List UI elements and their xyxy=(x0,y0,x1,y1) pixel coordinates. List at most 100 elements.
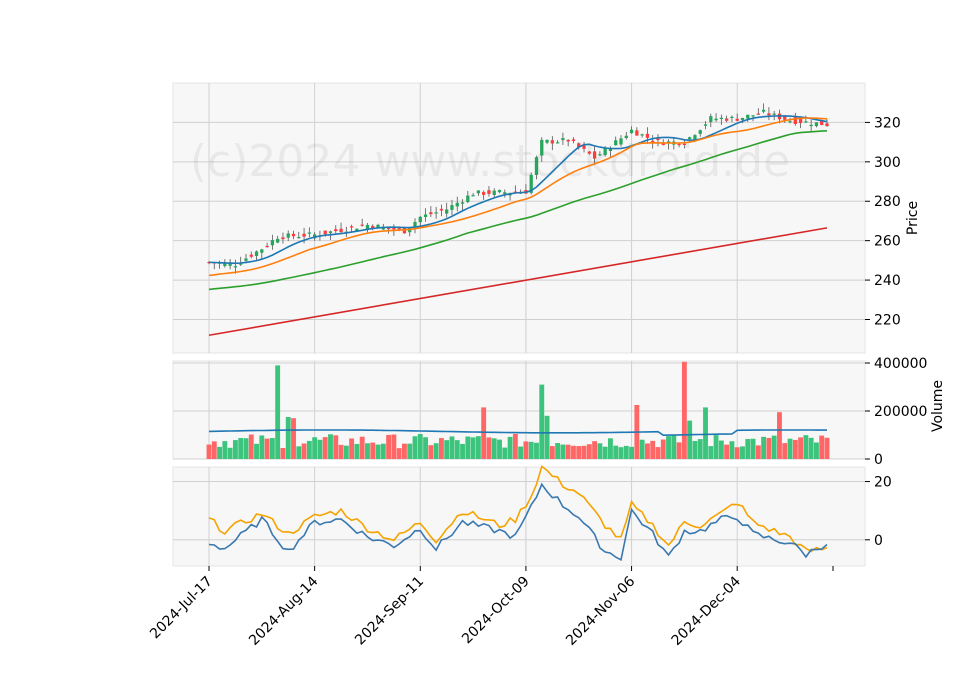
volume-bar-up xyxy=(613,445,619,459)
volume-bar-up xyxy=(417,434,423,459)
price-tick-label: 300 xyxy=(874,155,901,171)
candle-down xyxy=(656,138,660,141)
candle-up xyxy=(746,114,750,119)
volume-bar-up xyxy=(703,407,708,459)
price-series xyxy=(207,103,829,337)
price-panel xyxy=(172,82,866,354)
volume-bar-up xyxy=(454,440,460,459)
candle-down xyxy=(482,192,486,195)
candle-up xyxy=(445,209,449,214)
volume-bar-up xyxy=(317,439,323,459)
volume-bar-down xyxy=(391,434,397,459)
volume-bar-down xyxy=(248,434,254,459)
volume-bar-down xyxy=(386,434,392,459)
candle-up xyxy=(809,124,813,127)
volume-bar-down xyxy=(264,438,270,459)
volume-bar-up xyxy=(623,445,629,459)
volume-bar-up xyxy=(275,365,281,459)
volume-bar-down xyxy=(322,437,328,459)
candle-down xyxy=(386,228,391,230)
candle-down xyxy=(571,139,576,141)
candle-up xyxy=(286,233,290,238)
x-tick-label: 2024-Sep-11 xyxy=(352,574,427,649)
volume-bar-down xyxy=(523,441,529,459)
candle-up xyxy=(540,139,544,156)
candle-down xyxy=(682,143,687,146)
volume-bar-up xyxy=(227,447,233,459)
candle-up xyxy=(376,224,380,229)
candle-up xyxy=(328,231,333,234)
candle-up xyxy=(608,148,613,152)
volume-bar-up xyxy=(671,434,677,459)
volume-bar-up xyxy=(534,442,539,459)
candle-up xyxy=(471,195,475,197)
volume-bar-down xyxy=(777,412,782,459)
volume-bar-up xyxy=(713,435,719,459)
candle-up xyxy=(244,258,248,261)
volume-bar-up xyxy=(232,440,238,459)
x-tick-label: 2024-Aug-14 xyxy=(246,573,321,648)
volume-bar-down xyxy=(571,445,576,459)
volume-bar-down xyxy=(206,444,212,459)
volume-bar-down xyxy=(766,437,772,459)
candle-up xyxy=(719,117,723,119)
volume-bar-up xyxy=(502,447,508,459)
volume-bar-down xyxy=(819,435,825,459)
volume-bar-down xyxy=(486,437,492,459)
volume-bar-up xyxy=(814,442,819,459)
volume-bar-up xyxy=(306,440,312,459)
x-tick-label: 2024-Oct-09 xyxy=(459,574,533,648)
volume-bar-down xyxy=(301,443,307,459)
candle-down xyxy=(756,113,760,115)
volume-bar-down xyxy=(402,443,407,459)
volume-bar-up xyxy=(238,438,244,459)
candle-down xyxy=(487,190,491,194)
volume-bar-up xyxy=(365,443,370,459)
volume-axis-label: Volume xyxy=(930,380,946,432)
volume-bar-up xyxy=(544,415,550,459)
volume-bar-down xyxy=(792,439,798,459)
volume-bar-up xyxy=(708,446,714,459)
candle-down xyxy=(550,140,554,144)
candle-down xyxy=(587,151,591,154)
volume-bar-down xyxy=(676,442,682,459)
candle-up xyxy=(698,130,702,134)
volume-bar-up xyxy=(460,443,465,459)
volume-bar-down xyxy=(581,445,587,459)
volume-bar-up xyxy=(433,443,439,459)
volume-bar-down xyxy=(586,444,592,459)
candle-down xyxy=(334,229,338,232)
candle-up xyxy=(666,141,671,144)
volume-bar-up xyxy=(449,436,455,459)
candle-down xyxy=(566,139,570,142)
candle-down xyxy=(793,117,797,124)
candle-up xyxy=(703,124,708,126)
volume-bar-up xyxy=(750,438,756,459)
volume-bar-up xyxy=(629,446,634,459)
volume-bar-down xyxy=(333,435,339,459)
volume-bar-down xyxy=(428,445,434,459)
candle-down xyxy=(635,130,639,136)
candle-down xyxy=(577,143,581,147)
candle-down xyxy=(820,119,824,126)
watermark: (c)2024 www.stockdroid.de xyxy=(190,136,790,187)
candle-up xyxy=(355,228,359,232)
candle-up xyxy=(619,138,623,145)
candle-up xyxy=(307,232,311,234)
moving-average-50 xyxy=(208,130,828,291)
candle-down xyxy=(725,118,729,121)
volume-bar-down xyxy=(438,438,444,459)
candle-up xyxy=(466,195,470,203)
volume-bar-up xyxy=(803,435,809,459)
volume-bar-down xyxy=(660,439,666,459)
volume-bar-up xyxy=(243,438,249,459)
candle-up xyxy=(455,202,459,207)
volume-bar-up xyxy=(343,445,349,459)
volume-bar-down xyxy=(782,443,788,459)
volume-bar-up xyxy=(729,441,735,459)
volume-bar-up xyxy=(259,435,265,459)
volume-bar-up xyxy=(602,446,608,459)
volume-bar-up xyxy=(560,444,566,459)
candle-up xyxy=(492,190,496,195)
volume-series xyxy=(206,361,830,459)
